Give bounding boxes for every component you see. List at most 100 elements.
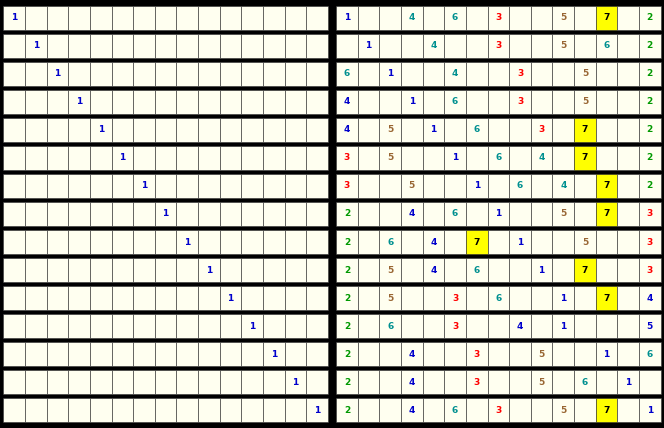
Bar: [509, 62, 531, 86]
Bar: [25, 33, 46, 58]
Bar: [285, 258, 306, 282]
Bar: [358, 314, 379, 339]
Bar: [46, 314, 68, 339]
Bar: [574, 258, 596, 282]
Bar: [112, 174, 133, 198]
Bar: [639, 286, 661, 310]
Bar: [177, 370, 198, 395]
Bar: [306, 118, 328, 142]
Bar: [68, 286, 90, 310]
Text: 5: 5: [387, 154, 393, 163]
Bar: [552, 230, 574, 254]
Text: 7: 7: [582, 125, 588, 134]
Bar: [379, 398, 401, 422]
Bar: [487, 202, 509, 226]
Bar: [198, 174, 220, 198]
Bar: [401, 33, 422, 58]
Bar: [242, 342, 263, 366]
Bar: [242, 118, 263, 142]
Bar: [285, 230, 306, 254]
Bar: [336, 33, 358, 58]
Bar: [552, 202, 574, 226]
Text: 5: 5: [387, 125, 393, 134]
Bar: [531, 230, 552, 254]
Bar: [263, 258, 285, 282]
Bar: [46, 62, 68, 86]
Bar: [531, 62, 552, 86]
Bar: [531, 342, 552, 366]
Bar: [306, 342, 328, 366]
Text: 3: 3: [473, 350, 480, 359]
Bar: [639, 342, 661, 366]
Bar: [285, 202, 306, 226]
Text: 6: 6: [452, 13, 458, 22]
Text: 3: 3: [495, 406, 501, 415]
Bar: [466, 33, 487, 58]
Bar: [198, 6, 220, 30]
Bar: [68, 33, 90, 58]
Text: 5: 5: [408, 181, 415, 190]
Bar: [596, 174, 618, 198]
Bar: [90, 286, 112, 310]
Bar: [422, 146, 444, 170]
Text: 5: 5: [560, 13, 566, 22]
Bar: [574, 118, 596, 142]
Bar: [306, 146, 328, 170]
Text: 4: 4: [408, 377, 415, 386]
Text: 1: 1: [387, 69, 393, 78]
Bar: [25, 286, 46, 310]
Bar: [112, 230, 133, 254]
Bar: [336, 342, 358, 366]
Bar: [422, 370, 444, 395]
Bar: [422, 62, 444, 86]
Bar: [198, 89, 220, 114]
Bar: [46, 6, 68, 30]
Bar: [3, 398, 25, 422]
Bar: [112, 33, 133, 58]
Bar: [618, 286, 639, 310]
Bar: [639, 33, 661, 58]
Bar: [552, 174, 574, 198]
Bar: [198, 62, 220, 86]
Bar: [220, 370, 242, 395]
Text: 6: 6: [517, 181, 523, 190]
Bar: [358, 62, 379, 86]
Bar: [509, 33, 531, 58]
Bar: [155, 146, 177, 170]
Bar: [46, 202, 68, 226]
Bar: [639, 6, 661, 30]
Bar: [574, 174, 596, 198]
Bar: [263, 6, 285, 30]
Text: 7: 7: [604, 13, 610, 22]
Bar: [466, 146, 487, 170]
Bar: [220, 398, 242, 422]
Bar: [25, 118, 46, 142]
Text: 3: 3: [473, 377, 480, 386]
Text: 4: 4: [408, 350, 415, 359]
Bar: [574, 398, 596, 422]
Bar: [358, 89, 379, 114]
Bar: [306, 202, 328, 226]
Bar: [133, 370, 155, 395]
Bar: [487, 258, 509, 282]
Bar: [46, 370, 68, 395]
Text: 5: 5: [582, 69, 588, 78]
Bar: [242, 6, 263, 30]
Bar: [112, 370, 133, 395]
Text: 7: 7: [604, 294, 610, 303]
Text: 5: 5: [582, 98, 588, 107]
Text: 5: 5: [560, 209, 566, 219]
Bar: [25, 89, 46, 114]
Text: 3: 3: [647, 209, 653, 219]
Bar: [242, 370, 263, 395]
Bar: [596, 286, 618, 310]
Bar: [25, 398, 46, 422]
Bar: [574, 342, 596, 366]
Bar: [358, 6, 379, 30]
Bar: [596, 118, 618, 142]
Bar: [3, 146, 25, 170]
Text: 6: 6: [387, 321, 393, 330]
Bar: [155, 118, 177, 142]
Bar: [25, 258, 46, 282]
Text: 6: 6: [452, 209, 458, 219]
